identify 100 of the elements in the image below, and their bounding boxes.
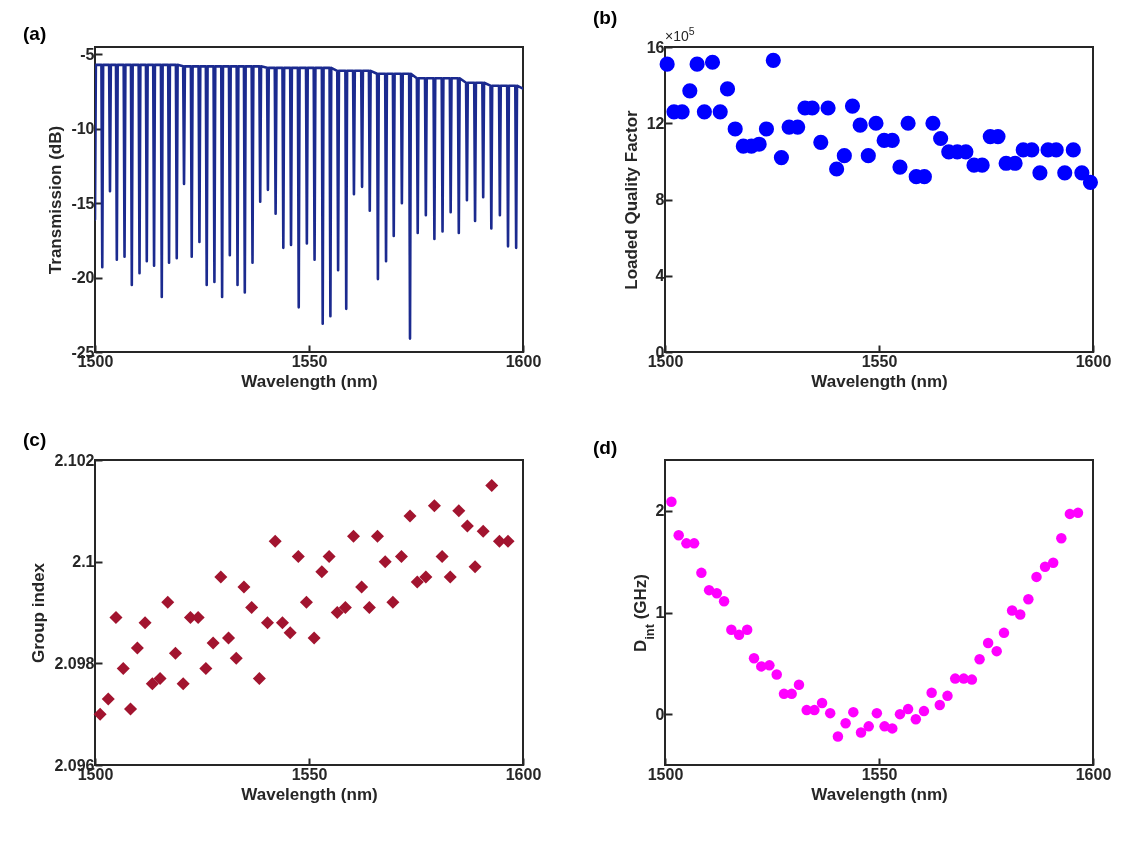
point — [659, 56, 675, 72]
chart-title: (c) — [23, 429, 47, 450]
point — [1065, 142, 1081, 158]
point — [892, 159, 908, 175]
point — [848, 706, 859, 718]
point — [748, 653, 760, 664]
y-tick-label: -5 — [80, 45, 95, 63]
point — [501, 534, 515, 548]
point — [245, 600, 259, 614]
point — [362, 600, 376, 614]
x-tick-label: 1600 — [1075, 765, 1112, 783]
point — [1032, 165, 1048, 181]
point — [868, 115, 884, 131]
point — [485, 478, 499, 492]
point — [330, 605, 344, 620]
y-tick-label: 2.102 — [54, 451, 95, 469]
point — [727, 121, 743, 137]
point — [410, 575, 424, 589]
point — [275, 616, 289, 630]
point — [291, 550, 305, 564]
x-tick-label: 1600 — [505, 765, 542, 783]
point — [816, 697, 828, 709]
line-series — [95, 63, 523, 340]
point — [315, 565, 329, 579]
point — [1056, 533, 1067, 544]
y-tick-label: -20 — [71, 269, 95, 287]
point — [1074, 165, 1090, 181]
point — [355, 580, 369, 594]
point — [1039, 561, 1051, 572]
point — [741, 624, 753, 636]
point — [214, 570, 228, 584]
y-tick-label: 16 — [646, 38, 665, 56]
point — [758, 121, 775, 137]
chart-title: (a) — [23, 23, 47, 45]
chart-title: (b) — [593, 7, 618, 28]
point — [153, 672, 167, 686]
point — [925, 115, 941, 131]
y-axis-title: Group index — [29, 562, 49, 664]
point — [773, 149, 789, 166]
point — [138, 616, 152, 630]
point — [1015, 609, 1026, 620]
point — [1072, 507, 1084, 519]
point — [161, 595, 175, 609]
point — [696, 104, 712, 120]
point — [1031, 571, 1042, 583]
point — [378, 555, 392, 569]
point — [712, 104, 728, 120]
y-axis-title: Transmission (dB) — [46, 125, 66, 275]
point — [711, 587, 723, 599]
point — [666, 496, 677, 507]
point — [764, 660, 775, 671]
point — [468, 560, 482, 574]
point — [168, 646, 182, 660]
point — [836, 148, 852, 164]
point — [793, 679, 805, 690]
point — [966, 674, 978, 685]
point — [934, 699, 946, 711]
point — [689, 56, 705, 72]
point — [704, 54, 721, 70]
point — [863, 721, 874, 732]
x-tick-label: 1500 — [647, 765, 684, 783]
point — [394, 550, 408, 564]
point — [124, 702, 138, 716]
x-axis-title: Wavelength (nm) — [811, 371, 948, 391]
y-tick-label: 1 — [655, 604, 665, 621]
point — [283, 626, 297, 640]
point — [452, 504, 466, 518]
point — [237, 580, 251, 594]
y-tick-label: 8 — [655, 191, 665, 208]
y-tick-label: 0 — [655, 705, 665, 723]
point — [855, 727, 867, 738]
x-axis-title: Wavelength (nm) — [241, 371, 378, 391]
y-tick-label: 4 — [655, 267, 665, 285]
y-tick-label: -10 — [71, 120, 95, 138]
point — [299, 595, 313, 609]
point — [260, 616, 274, 630]
point — [346, 529, 361, 543]
point — [419, 570, 433, 584]
point — [222, 631, 236, 645]
text: ×10$^{5}$ — [665, 25, 695, 44]
point — [887, 723, 898, 734]
point — [871, 707, 883, 719]
point — [476, 524, 490, 538]
point — [403, 509, 417, 523]
x-tick-label: 1550 — [291, 352, 328, 370]
point — [813, 134, 829, 150]
point — [809, 704, 820, 716]
y-axis-title: Loaded Quality Factor — [621, 109, 641, 290]
point — [852, 117, 868, 133]
x-tick-label: 1550 — [861, 352, 898, 370]
point — [998, 627, 1010, 639]
point — [145, 677, 159, 691]
y-tick-label: 2.098 — [54, 654, 95, 672]
point — [926, 687, 937, 699]
point — [942, 690, 953, 702]
point — [1023, 594, 1034, 605]
point — [427, 499, 441, 513]
x-tick-label: 1600 — [1075, 352, 1112, 370]
point — [206, 636, 220, 650]
point — [443, 570, 457, 584]
